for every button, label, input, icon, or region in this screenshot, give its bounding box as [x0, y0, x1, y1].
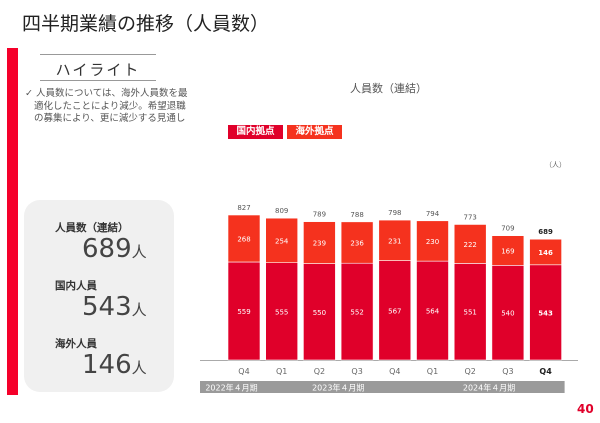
- x-tick-label: Q3: [351, 367, 362, 376]
- page-title: 四半期業績の推移（人員数）: [22, 13, 270, 35]
- fiscal-year-label: 2022年４月期: [205, 383, 257, 393]
- bar-domestic: [340, 262, 374, 361]
- fiscal-year-band: [200, 381, 263, 393]
- kpi-number: 146: [82, 350, 132, 380]
- data-label: 559: [237, 308, 250, 316]
- fiscal-year-band: [413, 381, 565, 393]
- bar-domestic: [529, 264, 562, 361]
- x-tick-label: Q4: [389, 367, 400, 376]
- x-tick-label: Q4: [539, 367, 552, 376]
- total-label: 709: [501, 225, 514, 233]
- data-label: 169: [501, 248, 514, 256]
- bar-overseas: [453, 224, 487, 264]
- kpi-unit: 人: [131, 243, 147, 261]
- fiscal-year-band: [262, 381, 414, 393]
- bar-overseas: [491, 235, 525, 266]
- kpi-label-total: 人員数（連結）: [55, 222, 129, 234]
- data-label: 268: [237, 235, 250, 243]
- chart-title: 人員数（連結）: [350, 82, 427, 95]
- data-label: 239: [313, 240, 326, 248]
- page-number: 40: [577, 402, 594, 416]
- x-tick-label: Q1: [276, 367, 287, 376]
- unit-label: （人）: [545, 161, 566, 169]
- legend-domestic: 国内拠点: [228, 125, 283, 139]
- highlight-heading: ハイライト: [55, 61, 141, 79]
- bar-domestic: [378, 260, 412, 361]
- data-label: 230: [426, 238, 439, 246]
- data-label: 567: [388, 307, 401, 315]
- total-label: 827: [237, 204, 250, 212]
- data-label: 555: [275, 308, 288, 316]
- kpi-value-domestic: 543人: [82, 292, 147, 322]
- total-label: 794: [426, 210, 440, 218]
- data-label: 146: [538, 249, 553, 257]
- bar-overseas: [529, 238, 562, 266]
- bar-domestic: [453, 263, 487, 361]
- data-label: 551: [464, 309, 477, 317]
- kpi-value-overseas: 146人: [82, 350, 147, 380]
- legend-overseas: 海外拠点: [287, 125, 342, 139]
- total-label: 773: [464, 213, 477, 221]
- x-tick-label: Q2: [314, 367, 325, 376]
- data-label: 231: [388, 237, 401, 245]
- kpi-unit: 人: [131, 359, 147, 377]
- bar-domestic: [303, 263, 336, 361]
- kpi-unit: 人: [131, 301, 147, 319]
- bar-domestic: [416, 260, 449, 361]
- stacked-bar-chart: 559 268 827 Q4 555 254 809 Q1 550 239 789 Q2 552 236 7…: [200, 204, 578, 393]
- kpi-panel: 人員数（連結） 689人 国内人員 543人 海外人員 146人: [24, 200, 174, 392]
- bar-overseas: [265, 217, 298, 263]
- bar-overseas: [378, 219, 412, 261]
- kpi-value-total: 689人: [82, 234, 147, 264]
- total-label: 689: [538, 228, 553, 236]
- kpi-number: 689: [82, 234, 132, 264]
- x-tick-label: Q4: [238, 367, 249, 376]
- x-tick-label: Q2: [465, 367, 476, 376]
- total-label: 798: [388, 209, 401, 217]
- highlight-text: ✓ 人員数については、海外人員数を最適化したことにより減少。希望退職の募集により…: [25, 88, 188, 124]
- data-label: 552: [350, 309, 363, 317]
- total-label: 789: [313, 211, 326, 219]
- data-label: 222: [464, 241, 477, 249]
- bar-overseas: [227, 214, 261, 263]
- kpi-label-overseas: 海外人員: [55, 338, 97, 350]
- data-label: 550: [313, 309, 326, 317]
- x-tick-label: Q3: [502, 367, 513, 376]
- bar-overseas: [416, 220, 449, 262]
- bar-overseas: [340, 221, 374, 264]
- total-label: 809: [275, 207, 288, 215]
- total-label: 788: [350, 211, 363, 219]
- divider: [40, 54, 156, 55]
- data-label: 540: [501, 310, 514, 318]
- kpi-label-domestic: 国内人員: [55, 280, 97, 292]
- fiscal-year-label: 2023年４月期: [312, 383, 364, 393]
- data-label: 236: [350, 240, 364, 248]
- divider: [40, 80, 156, 81]
- data-label: 543: [538, 309, 553, 317]
- bar-domestic: [227, 261, 261, 361]
- accent-bar: [7, 48, 18, 395]
- bar-domestic: [491, 265, 525, 361]
- kpi-number: 543: [82, 292, 132, 322]
- data-label: 564: [426, 308, 440, 316]
- data-label: 254: [275, 237, 289, 245]
- x-tick-label: Q1: [427, 367, 438, 376]
- bar-overseas: [303, 221, 336, 264]
- fiscal-year-label: 2024年４月期: [463, 383, 515, 393]
